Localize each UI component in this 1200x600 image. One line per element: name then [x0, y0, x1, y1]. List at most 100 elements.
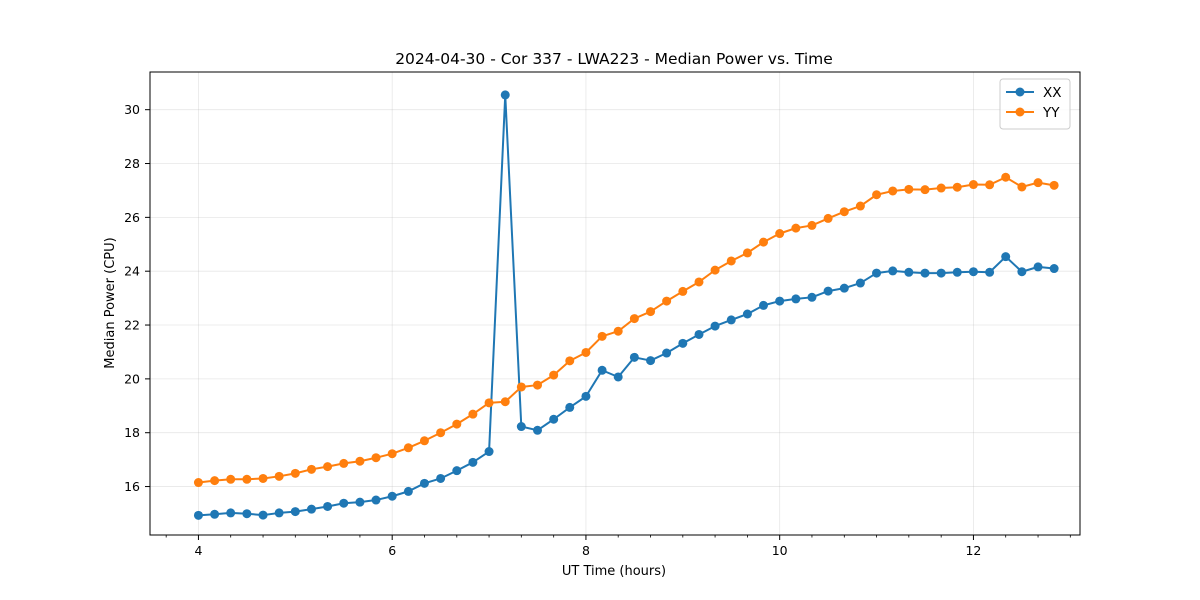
data-point-xx	[710, 321, 720, 331]
data-point-xx	[1001, 252, 1011, 262]
data-point-xx	[306, 504, 316, 514]
x-tick-label: 12	[965, 543, 981, 558]
x-tick-label: 6	[388, 543, 396, 558]
data-point-yy	[549, 370, 559, 380]
data-point-xx	[597, 365, 607, 375]
data-point-yy	[904, 184, 914, 194]
data-point-yy	[500, 397, 510, 407]
data-point-xx	[581, 391, 591, 401]
y-tick-label: 20	[124, 371, 140, 386]
tick-layer: 4 6 8 10 12 16 18 20 22 24 26 28 30	[124, 102, 1071, 558]
data-point-yy	[888, 186, 898, 196]
data-point-yy	[597, 331, 607, 341]
data-point-xx	[1049, 264, 1059, 274]
data-point-xx	[549, 414, 559, 424]
data-point-yy	[872, 190, 882, 200]
data-point-xx	[968, 267, 978, 277]
data-point-xx	[210, 509, 220, 519]
y-tick-label: 26	[124, 210, 140, 225]
data-point-xx	[759, 300, 769, 310]
data-point-yy	[646, 307, 656, 317]
x-tick-label: 8	[582, 543, 590, 558]
data-point-xx	[323, 501, 333, 511]
y-tick-label: 22	[124, 318, 140, 333]
series-layer	[193, 90, 1059, 520]
data-point-xx	[791, 294, 801, 304]
y-tick-label: 16	[124, 479, 140, 494]
data-point-yy	[419, 436, 429, 446]
data-point-yy	[452, 419, 462, 429]
series-yy	[193, 172, 1059, 488]
x-tick-label: 10	[772, 543, 788, 558]
data-point-yy	[662, 296, 672, 306]
data-point-xx	[694, 329, 704, 339]
data-point-yy	[258, 473, 268, 483]
data-point-xx	[823, 286, 833, 296]
data-point-yy	[968, 180, 978, 190]
data-point-yy	[210, 476, 220, 486]
data-point-yy	[226, 474, 236, 484]
data-point-yy	[565, 356, 575, 366]
data-point-xx	[436, 473, 446, 483]
legend-marker	[1015, 107, 1025, 117]
data-point-xx	[855, 278, 865, 288]
data-point-yy	[742, 248, 752, 258]
data-point-xx	[872, 268, 882, 278]
data-point-xx	[1017, 267, 1027, 277]
data-point-yy	[306, 464, 316, 474]
data-point-xx	[807, 292, 817, 302]
data-point-yy	[791, 223, 801, 233]
data-point-xx	[403, 486, 413, 496]
data-point-yy	[920, 185, 930, 195]
data-point-xx	[775, 296, 785, 306]
data-point-yy	[533, 380, 542, 390]
y-tick-label: 30	[124, 102, 140, 117]
y-tick-label: 18	[124, 425, 140, 440]
series-xx	[193, 90, 1059, 520]
data-point-xx	[839, 283, 849, 293]
legend-marker	[1015, 87, 1025, 97]
data-point-yy	[242, 474, 252, 484]
data-point-xx	[533, 425, 542, 435]
y-tick-label: 28	[124, 156, 140, 171]
data-point-xx	[468, 457, 478, 467]
data-point-yy	[936, 183, 946, 193]
data-point-yy	[290, 468, 300, 478]
data-point-xx	[500, 90, 510, 100]
data-point-xx	[952, 267, 962, 277]
legend-label: YY	[1042, 105, 1060, 121]
data-point-xx	[985, 267, 995, 277]
data-point-xx	[888, 266, 898, 276]
data-point-xx	[1033, 262, 1043, 272]
data-point-xx	[274, 508, 284, 518]
data-point-yy	[855, 201, 865, 211]
data-point-xx	[742, 309, 752, 319]
data-point-yy	[1033, 178, 1043, 188]
data-point-xx	[226, 508, 236, 518]
data-point-xx	[290, 507, 300, 517]
legend: XX YY	[999, 78, 1071, 130]
data-point-xx	[387, 491, 397, 501]
data-point-yy	[323, 462, 333, 472]
data-point-yy	[613, 326, 623, 336]
data-point-xx	[419, 478, 429, 488]
data-point-yy	[678, 286, 688, 296]
data-point-yy	[807, 220, 817, 230]
data-point-yy	[371, 453, 381, 463]
data-point-yy	[775, 229, 785, 239]
data-point-xx	[242, 509, 252, 519]
data-point-xx	[193, 510, 203, 520]
data-point-yy	[1049, 180, 1059, 190]
data-point-yy	[629, 314, 639, 324]
x-axis-label: UT Time (hours)	[562, 564, 666, 579]
data-point-xx	[936, 268, 946, 278]
legend-label: XX	[1043, 85, 1062, 101]
data-point-xx	[565, 402, 575, 412]
data-point-yy	[339, 458, 349, 468]
data-point-yy	[468, 409, 478, 419]
data-point-yy	[1001, 172, 1011, 182]
y-axis-label: Median Power (CPU)	[103, 237, 118, 368]
data-point-yy	[694, 277, 704, 287]
data-point-yy	[823, 213, 833, 223]
data-point-xx	[678, 338, 688, 348]
